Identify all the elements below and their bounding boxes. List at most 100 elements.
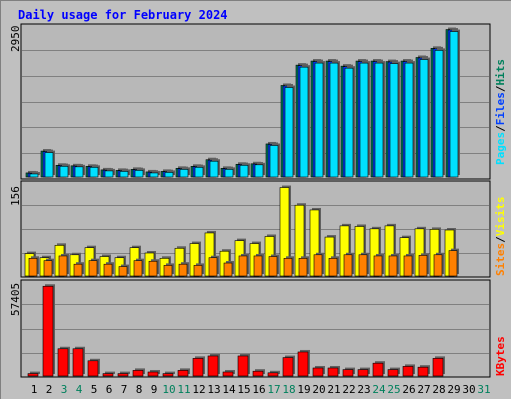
sites-bar xyxy=(148,259,159,277)
pages-bar xyxy=(449,29,460,178)
pages-bar-face xyxy=(434,50,444,178)
pages-bar xyxy=(359,61,370,178)
sites-bar-face xyxy=(328,258,338,277)
sites-bar-face xyxy=(133,260,143,277)
sites-bar-face xyxy=(208,257,218,277)
kbytes-bar-shadow xyxy=(165,371,175,374)
pages-bar xyxy=(59,164,70,178)
legend-sites: Sites xyxy=(494,243,507,276)
sites-bar xyxy=(298,256,309,277)
bars-layer xyxy=(24,27,460,377)
kbytes-bar-face xyxy=(237,355,249,377)
kbytes-bar-face xyxy=(162,373,174,377)
pages-bar-face xyxy=(344,67,354,178)
pages-bar xyxy=(434,48,445,178)
pages-bar-face xyxy=(299,66,309,178)
pages-bar-face xyxy=(119,171,129,178)
pages-bar-face xyxy=(179,169,189,178)
x-axis-labels: 1 2 3 4 5 6 7 8 9 10 11 12 13 14 15 16 17 18 19 20 21 22 23 24 2… xyxy=(31,383,491,396)
pages-bar xyxy=(284,85,295,178)
pages-bar-face xyxy=(149,172,159,178)
kbytes-bar xyxy=(192,356,205,377)
kbytes-bar-shadow xyxy=(270,370,280,374)
sites-bar xyxy=(253,253,264,277)
x-label-day: 11 xyxy=(177,383,190,396)
pages-bar-face xyxy=(194,167,204,178)
sites-bar-face xyxy=(358,254,368,277)
kbytes-bar xyxy=(72,346,85,377)
sites-bar xyxy=(118,264,129,277)
kbytes-bar xyxy=(57,346,70,377)
sites-bar-face xyxy=(253,255,263,277)
x-label-day: 2 xyxy=(46,383,53,396)
sites-bar-face xyxy=(268,256,278,277)
sites-bar-face xyxy=(313,254,323,277)
kbytes-bar-face xyxy=(192,358,204,377)
kbytes-bar xyxy=(177,368,190,377)
sites-bar xyxy=(403,253,414,277)
chart-title: Daily usage for February 2024 xyxy=(18,8,228,22)
kbytes-bar xyxy=(207,353,220,377)
kbytes-bar xyxy=(267,370,280,377)
pages-bar xyxy=(224,167,235,178)
pages-bar-face xyxy=(419,59,429,178)
kbytes-bar-face xyxy=(372,362,384,377)
sites-bar xyxy=(433,252,444,277)
sites-bar-face xyxy=(238,255,248,277)
bottom-ymax-label: 57405 xyxy=(9,283,22,316)
sites-bar-face xyxy=(118,266,128,277)
x-label-day: 19 xyxy=(297,383,310,396)
pages-bar xyxy=(269,143,280,178)
pages-bar xyxy=(374,61,385,178)
pages-bar-face xyxy=(29,173,39,178)
x-label-day: 14 xyxy=(222,383,236,396)
x-label-day: 5 xyxy=(91,383,98,396)
x-label-day: 10 xyxy=(162,383,175,396)
pages-bar-face xyxy=(74,166,84,178)
kbytes-bar-face xyxy=(297,351,309,377)
x-label-day: 23 xyxy=(357,383,370,396)
sites-bar xyxy=(238,253,249,277)
sites-bar xyxy=(223,261,234,277)
sites-bar xyxy=(343,252,354,277)
sites-bar xyxy=(268,254,279,277)
x-label-day: 24 xyxy=(372,383,386,396)
kbytes-bar xyxy=(222,369,235,377)
x-label-day: 26 xyxy=(402,383,415,396)
sites-bar-face xyxy=(28,258,38,277)
kbytes-bar xyxy=(357,367,370,377)
pages-bar xyxy=(389,61,400,178)
sites-bar-face xyxy=(343,254,353,277)
kbytes-bar-face xyxy=(222,371,234,377)
pages-bar-face xyxy=(269,145,279,178)
kbytes-bar-face xyxy=(282,357,294,377)
kbytes-bar-face xyxy=(432,358,444,377)
kbytes-bar-face xyxy=(72,348,84,377)
pages-bar xyxy=(404,61,415,178)
sites-bar xyxy=(43,258,54,277)
kbytes-bar-face xyxy=(27,373,39,377)
sites-bar-face xyxy=(298,258,308,277)
pages-bar-face xyxy=(239,165,249,178)
kbytes-bar-face xyxy=(417,366,429,377)
sites-bar xyxy=(73,262,84,277)
sites-bar xyxy=(28,256,39,277)
kbytes-bar-face xyxy=(177,370,189,377)
pages-bar xyxy=(89,165,100,178)
kbytes-bar xyxy=(372,361,385,377)
pages-bar xyxy=(299,65,310,178)
x-label-day: 13 xyxy=(207,383,220,396)
kbytes-bar xyxy=(432,356,445,377)
sites-bar-face xyxy=(283,258,293,277)
sites-bar-face xyxy=(88,260,98,277)
pages-bar xyxy=(314,61,325,178)
pages-bar-face xyxy=(59,166,69,178)
sites-bar xyxy=(313,252,324,277)
pages-bar-face xyxy=(209,160,219,178)
sites-bar xyxy=(103,262,114,277)
kbytes-bar xyxy=(42,284,55,377)
x-label-day: 16 xyxy=(252,383,265,396)
kbytes-bar xyxy=(117,371,130,377)
legend-visits: Visits xyxy=(494,197,507,237)
pages-bar-face xyxy=(404,62,414,178)
